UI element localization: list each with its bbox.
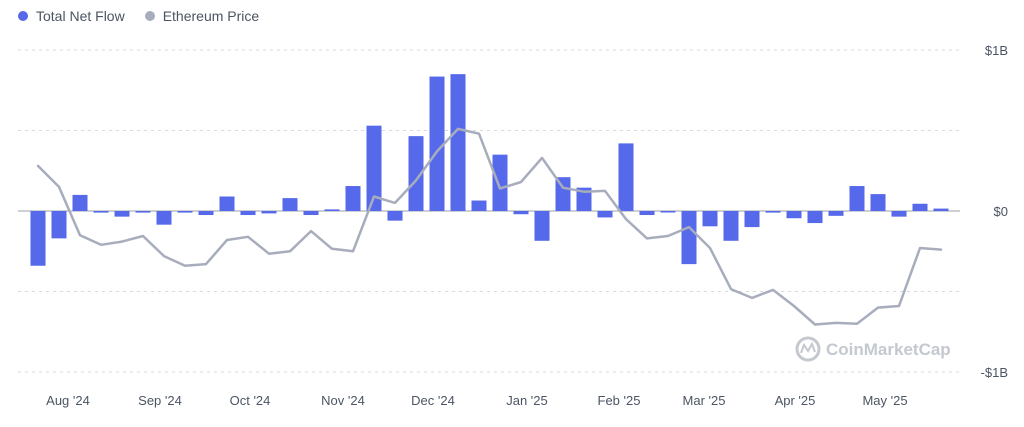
legend: Total Net Flow Ethereum Price bbox=[18, 8, 259, 24]
y-axis-ticks: $1B $0 -$1B bbox=[981, 43, 1008, 380]
net-flow-bar bbox=[30, 211, 46, 266]
net-flow-bar bbox=[660, 211, 676, 213]
net-flow-bar bbox=[387, 211, 403, 221]
net-flow-bar bbox=[702, 211, 718, 227]
x-tick-label: May '25 bbox=[862, 393, 907, 408]
net-flow-bar bbox=[765, 211, 781, 213]
net-flow-bar bbox=[576, 187, 592, 211]
net-flow-bar bbox=[429, 76, 445, 211]
net-flow-bar bbox=[51, 211, 67, 239]
net-flow-bar bbox=[849, 186, 865, 211]
x-tick-label: Nov '24 bbox=[321, 393, 365, 408]
net-flow-bar bbox=[744, 211, 760, 228]
net-flow-bar bbox=[534, 211, 550, 241]
net-flow-bar bbox=[261, 211, 277, 214]
net-flow-bar bbox=[912, 203, 928, 211]
net-flow-bar bbox=[198, 211, 214, 216]
net-flow-bar bbox=[219, 196, 235, 211]
ethereum-price-swatch-icon bbox=[144, 11, 155, 21]
x-tick-label: Aug '24 bbox=[46, 393, 90, 408]
net-flow-bar bbox=[555, 177, 571, 211]
coinmarketcap-logo-mark-icon bbox=[800, 341, 816, 354]
net-flow-bars bbox=[30, 74, 949, 266]
x-tick-label: Mar '25 bbox=[683, 393, 726, 408]
legend-item-net-flow[interactable]: Total Net Flow bbox=[18, 8, 125, 24]
net-flow-bar bbox=[492, 154, 508, 211]
legend-item-ethereum-price[interactable]: Ethereum Price bbox=[144, 8, 260, 24]
net-flow-bar bbox=[618, 143, 634, 211]
net-flow-bar bbox=[723, 211, 739, 241]
net-flow-bar bbox=[786, 211, 802, 219]
net-flow-bar bbox=[681, 211, 697, 265]
net-flow-bar bbox=[597, 211, 613, 218]
net-flow-bar bbox=[807, 211, 823, 224]
x-tick-label: Apr '25 bbox=[775, 393, 816, 408]
x-axis-ticks: Aug '24 Sep '24 Oct '24 Nov '24 Dec '24 Jan '… bbox=[46, 393, 907, 408]
net-flow-bar bbox=[513, 211, 529, 215]
net-flow-bar bbox=[114, 211, 130, 217]
net-flow-bar bbox=[408, 136, 424, 211]
net-flow-bar bbox=[72, 194, 88, 211]
x-tick-label: Sep '24 bbox=[138, 393, 182, 408]
net-flow-bar bbox=[303, 211, 319, 216]
net-flow-bar bbox=[933, 208, 949, 211]
watermark-text: CoinMarketCap bbox=[826, 340, 951, 359]
net-flow-bar bbox=[135, 211, 151, 213]
y-tick-label: $0 bbox=[994, 204, 1008, 219]
net-flow-bar bbox=[177, 211, 193, 213]
legend-label-net-flow: Total Net Flow bbox=[36, 8, 125, 24]
ethereum-price-line bbox=[36, 127, 943, 326]
x-tick-label: Jan '25 bbox=[506, 393, 548, 408]
net-flow-bar bbox=[891, 211, 907, 217]
net-flow-bar bbox=[450, 74, 466, 212]
net-flow-bar bbox=[156, 211, 172, 225]
net-flow-bar bbox=[324, 209, 340, 211]
x-tick-label: Feb '25 bbox=[598, 393, 641, 408]
net-flow-swatch-icon bbox=[18, 11, 28, 21]
net-flow-bar bbox=[366, 125, 382, 211]
x-tick-label: Dec '24 bbox=[411, 393, 455, 408]
legend-label-ethereum-price: Ethereum Price bbox=[162, 8, 260, 24]
net-flow-bar bbox=[870, 194, 886, 211]
net-flow-bar bbox=[639, 211, 655, 216]
net-flow-bar bbox=[828, 211, 844, 216]
y-tick-label: $1B bbox=[985, 43, 1008, 58]
x-tick-label: Oct '24 bbox=[230, 393, 271, 408]
coinmarketcap-logo-icon bbox=[795, 336, 821, 362]
net-flow-bar bbox=[93, 211, 109, 213]
net-flow-bar bbox=[345, 186, 361, 211]
net-flow-bar bbox=[282, 198, 298, 211]
ethereum-price-line-group bbox=[36, 127, 943, 326]
grid-lines bbox=[18, 49, 960, 373]
net-flow-bar bbox=[240, 211, 256, 216]
net-flow-bar bbox=[471, 200, 487, 211]
y-tick-label: -$1B bbox=[981, 365, 1008, 380]
coinmarketcap-watermark: CoinMarketCap bbox=[795, 336, 951, 362]
